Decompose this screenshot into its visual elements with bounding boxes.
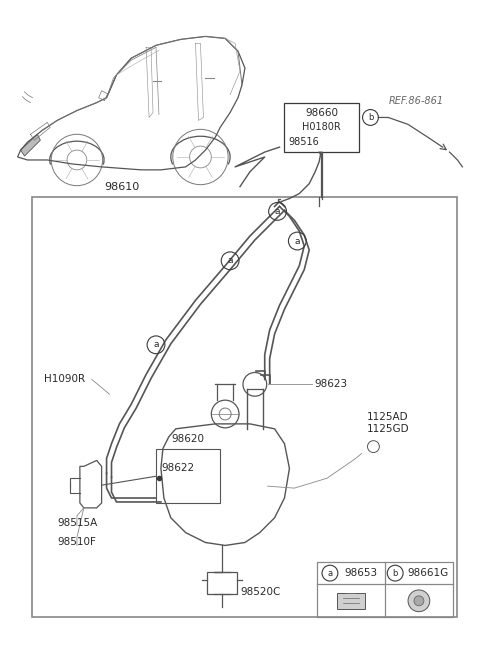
Circle shape [408,590,430,611]
Text: 98515A: 98515A [57,518,97,527]
Polygon shape [337,593,364,609]
Text: 98516: 98516 [289,137,320,147]
Text: 98622: 98622 [161,463,194,474]
Bar [317,562,454,617]
Text: 98660: 98660 [305,108,338,117]
Text: REF.86-861: REF.86-861 [388,96,444,106]
Text: 98520C: 98520C [240,587,280,597]
Bar [156,449,220,503]
Text: b: b [393,569,398,578]
Text: 1125GD: 1125GD [367,424,409,434]
Text: H1090R: H1090R [44,375,85,384]
Text: a: a [275,207,280,216]
Text: 98620: 98620 [172,434,204,443]
Text: a: a [153,340,159,349]
Text: b: b [368,113,373,122]
Text: a: a [295,237,300,245]
Text: 98510F: 98510F [57,537,96,548]
Text: 98623: 98623 [314,379,347,390]
Bar [33,197,457,617]
Bar [207,572,237,594]
Text: 98661G: 98661G [407,568,448,578]
Text: 98610: 98610 [104,182,139,192]
Bar [285,102,359,152]
Text: a: a [228,256,233,265]
Circle shape [414,596,424,605]
Text: 98653: 98653 [345,568,378,578]
Text: 1125AD: 1125AD [367,412,408,422]
Text: a: a [327,569,333,578]
Text: H0180R: H0180R [302,123,341,133]
Polygon shape [21,134,40,156]
